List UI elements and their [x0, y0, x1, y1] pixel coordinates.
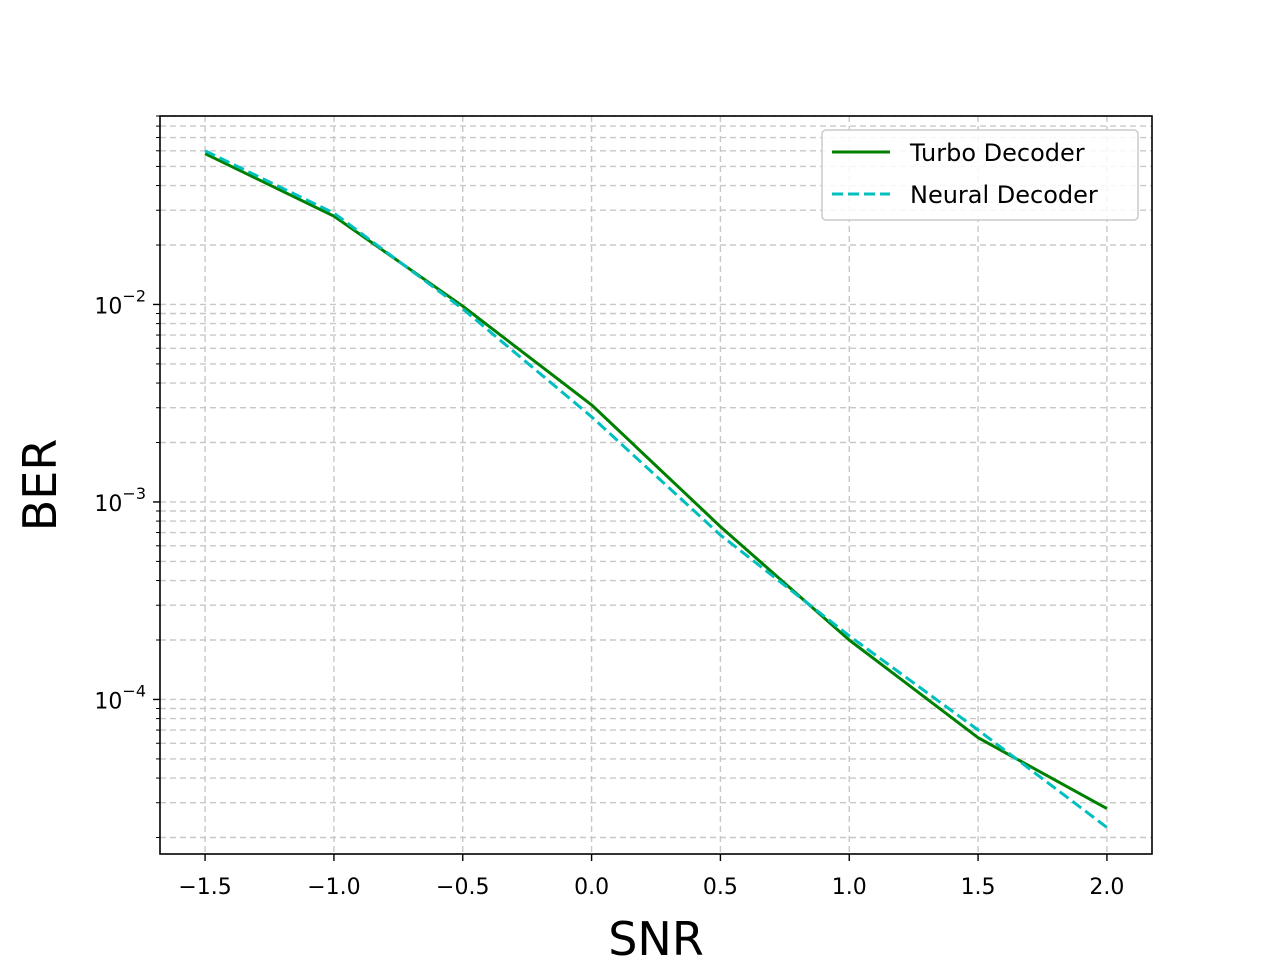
y-axis-title: BER	[13, 439, 67, 532]
legend-label-1: Neural Decoder	[910, 181, 1098, 209]
y-tick-exponent: −2	[122, 286, 146, 305]
grid-lines	[160, 115, 1152, 854]
x-tick-label: 0.0	[574, 875, 609, 900]
legend-label-0: Turbo Decoder	[909, 139, 1085, 167]
x-tick-label: −1.0	[307, 875, 360, 900]
y-tick-base: 10	[94, 492, 122, 517]
y-tick-label: 10−3	[94, 484, 146, 517]
x-tick-label: −1.5	[178, 875, 231, 900]
x-tick-label: 0.5	[703, 875, 738, 900]
y-tick-exponent: −3	[122, 484, 146, 503]
x-tick-label: −0.5	[436, 875, 489, 900]
y-tick-label: 10−2	[94, 286, 146, 319]
plot-area-frame	[159, 115, 1153, 855]
y-tick-base: 10	[94, 294, 122, 319]
series-line-1	[204, 149, 1108, 829]
y-tick-base: 10	[94, 689, 122, 714]
y-tick-label: 10−4	[94, 681, 146, 714]
legend: Turbo Decoder Neural Decoder	[821, 129, 1139, 221]
series-lines	[204, 149, 1108, 829]
y-tick-exponent: −4	[122, 681, 146, 700]
legend-box	[821, 129, 1139, 221]
x-tick-label: 2.0	[1089, 875, 1124, 900]
series-line-0	[204, 152, 1108, 810]
x-axis-title: SNR	[608, 912, 704, 960]
x-tick-label: 1.5	[961, 875, 996, 900]
x-tick-label: 1.0	[832, 875, 867, 900]
axis-ticks: −1.5 −1.0 −0.5 0.0 0.5 1.0 1.5 2.010−210−310−4	[94, 115, 1124, 900]
